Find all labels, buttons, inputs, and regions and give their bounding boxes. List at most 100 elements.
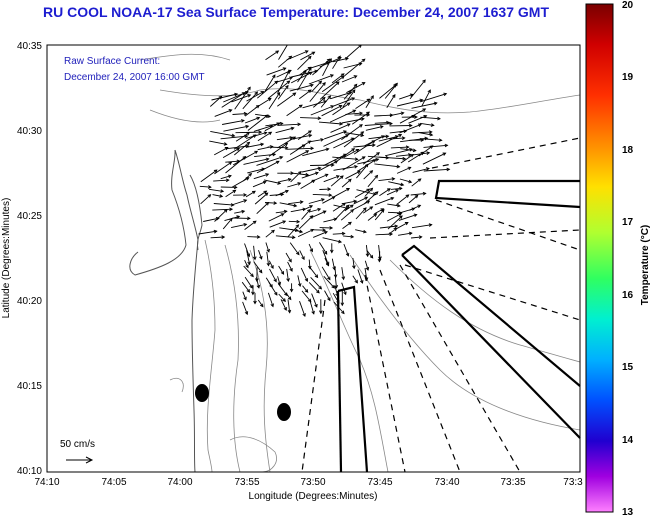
- current-vector-head: [408, 231, 413, 236]
- current-vector: [253, 261, 263, 273]
- current-vector-head: [265, 157, 270, 162]
- current-vector-head: [320, 138, 325, 142]
- current-vector: [395, 154, 412, 157]
- current-vector-head: [419, 98, 424, 103]
- current-vector: [419, 122, 434, 126]
- current-vector: [374, 121, 390, 124]
- current-vector: [411, 224, 432, 229]
- current-vector-head: [242, 155, 247, 160]
- current-vector-head: [310, 228, 315, 233]
- current-vector-head: [241, 92, 246, 96]
- current-vector-head: [330, 74, 334, 78]
- current-vector: [291, 228, 303, 233]
- current-vector-head: [340, 75, 345, 80]
- current-vector-head: [341, 231, 346, 236]
- current-vector: [411, 178, 422, 187]
- current-vector: [231, 177, 250, 188]
- current-vector: [198, 230, 217, 235]
- current-vector-head: [221, 235, 226, 239]
- current-vector-head: [314, 274, 319, 279]
- current-vector-head: [420, 151, 425, 156]
- plot-background: [47, 45, 580, 472]
- current-vector-head: [418, 235, 423, 239]
- current-vector-head: [309, 83, 314, 88]
- current-vector-head: [301, 144, 306, 148]
- current-vector: [300, 179, 315, 189]
- current-vector: [390, 146, 409, 149]
- current-vector: [301, 167, 321, 173]
- current-vector-head: [372, 159, 377, 163]
- current-vector: [274, 77, 293, 84]
- current-vector: [266, 251, 270, 266]
- current-vector-head: [393, 227, 398, 232]
- current-vector: [297, 70, 307, 83]
- current-vector-head: [414, 194, 419, 199]
- current-vector: [289, 84, 314, 92]
- current-vector: [374, 209, 385, 221]
- current-vector: [247, 236, 260, 238]
- mooring-marker-1: [195, 384, 209, 402]
- current-vector-head: [405, 145, 410, 149]
- current-vector-head: [243, 199, 248, 203]
- current-vector: [266, 67, 286, 76]
- current-vector: [253, 125, 273, 132]
- current-vector: [332, 156, 358, 160]
- current-vector-head: [307, 89, 312, 93]
- x-tick-label: 74:05: [101, 477, 126, 488]
- current-vector-head: [287, 69, 292, 74]
- current-vector-head: [373, 213, 378, 217]
- current-vector: [318, 121, 343, 125]
- current-vector-head: [327, 95, 332, 100]
- current-vector-head: [287, 177, 292, 182]
- current-vector: [244, 260, 249, 268]
- current-vector-head: [258, 130, 263, 134]
- current-vector: [287, 182, 301, 188]
- current-vector-head: [295, 224, 300, 229]
- current-vector: [234, 141, 250, 156]
- current-vector: [221, 92, 246, 108]
- current-label-line1: Raw Surface Current:: [64, 56, 160, 67]
- current-vector-head: [377, 258, 382, 263]
- current-vector-head: [346, 123, 351, 127]
- current-vector: [334, 148, 355, 164]
- current-vector-head: [252, 190, 256, 195]
- current-vector: [399, 93, 413, 100]
- current-vector-head: [340, 175, 344, 179]
- current-vector: [354, 188, 370, 198]
- current-vector-head: [352, 265, 356, 270]
- current-vector: [323, 175, 340, 183]
- current-vector: [214, 109, 232, 117]
- current-vector: [324, 257, 330, 266]
- current-vector: [200, 194, 211, 205]
- current-vector-head: [331, 196, 336, 200]
- current-vector-head: [335, 293, 339, 298]
- current-vector: [343, 84, 358, 100]
- current-vector-head: [309, 205, 314, 209]
- current-vector-head: [241, 209, 246, 214]
- current-vector: [343, 131, 364, 148]
- y-axis: 40:35 40:30 40:25 40:20 40:15 40:10 Lati…: [1, 41, 42, 477]
- current-vector: [342, 235, 354, 238]
- current-vector: [386, 189, 399, 196]
- current-vector-head: [430, 123, 435, 127]
- current-vector: [364, 187, 373, 197]
- current-vector-head: [353, 199, 358, 204]
- current-vector: [246, 91, 264, 102]
- current-vector: [390, 187, 402, 190]
- current-vector: [277, 276, 281, 285]
- current-vector: [330, 123, 351, 133]
- current-vector-head: [289, 267, 293, 272]
- current-vector-head: [223, 208, 228, 213]
- current-vector-head: [351, 148, 356, 152]
- current-vector-head: [342, 202, 346, 207]
- current-vector-head: [292, 92, 297, 97]
- current-vector: [269, 220, 286, 228]
- current-vector-head: [245, 124, 250, 129]
- current-vector: [352, 275, 358, 284]
- current-vector: [279, 178, 291, 183]
- current-vector-head: [322, 228, 327, 232]
- current-vector: [422, 152, 446, 165]
- current-vector: [277, 136, 296, 149]
- current-vector-head: [251, 291, 255, 296]
- current-vector: [321, 75, 345, 93]
